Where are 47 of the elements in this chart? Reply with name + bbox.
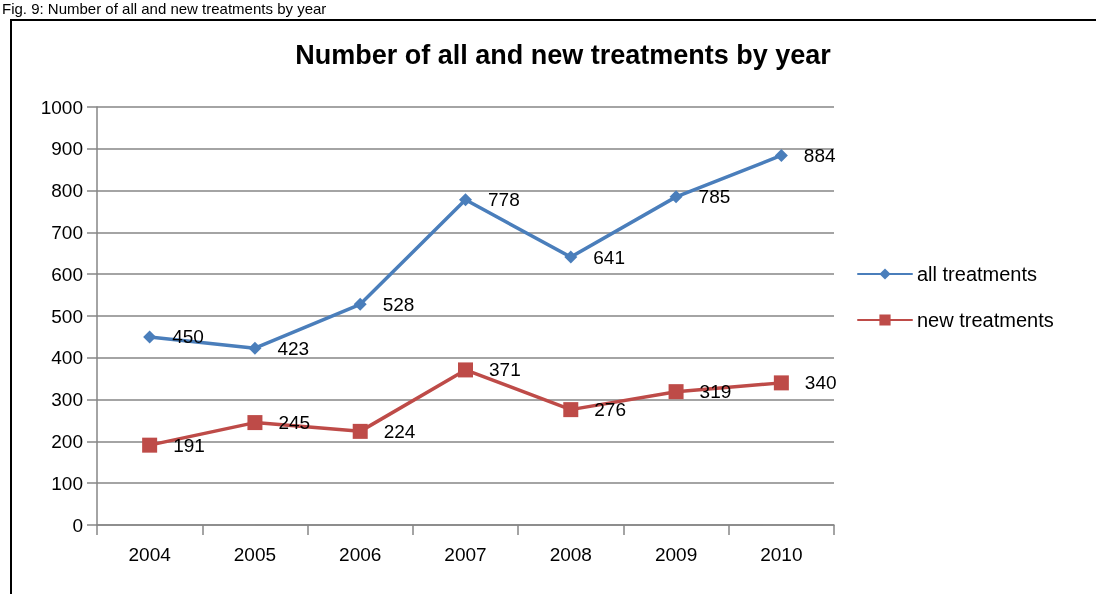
point bbox=[459, 193, 472, 207]
y-tick-label: 500 bbox=[51, 305, 83, 327]
y-tick-label: 400 bbox=[51, 347, 83, 369]
point bbox=[668, 384, 684, 400]
data-label: 276 bbox=[594, 399, 626, 421]
legend-label: all treatments bbox=[917, 263, 1038, 285]
x-tick-label: 2009 bbox=[654, 544, 698, 565]
point bbox=[458, 362, 473, 378]
point bbox=[248, 341, 262, 355]
point bbox=[352, 423, 368, 439]
y-tick-label: 100 bbox=[51, 472, 83, 494]
x-tick-label: 2008 bbox=[549, 544, 592, 565]
data-label: 224 bbox=[383, 420, 416, 442]
data-label: 423 bbox=[277, 337, 310, 359]
data-label: 785 bbox=[698, 186, 731, 208]
x-tick-label: 2004 bbox=[128, 544, 172, 565]
x-tick-label: 2006 bbox=[339, 544, 382, 565]
y-tick-label: 900 bbox=[51, 138, 83, 160]
data-label: 778 bbox=[488, 189, 520, 211]
y-tick-label: 1000 bbox=[40, 96, 83, 118]
point bbox=[669, 190, 683, 204]
y-tick-label: 300 bbox=[51, 389, 83, 411]
data-label: 191 bbox=[173, 434, 205, 456]
y-tick-label: 600 bbox=[51, 263, 83, 285]
y-tick-label: 0 bbox=[72, 514, 83, 536]
data-label: 884 bbox=[803, 144, 836, 166]
caption: Fig. 9: Number of all and new treatments by year bbox=[2, 0, 327, 17]
y-tick-label: 200 bbox=[51, 430, 83, 452]
point bbox=[564, 250, 578, 264]
chart-title: Number of all and new treatments by year bbox=[295, 39, 832, 70]
legend-label: new treatments bbox=[917, 309, 1054, 331]
y-tick-label: 800 bbox=[51, 180, 83, 202]
point bbox=[563, 402, 579, 418]
point bbox=[774, 148, 788, 162]
data-label: 528 bbox=[382, 293, 415, 315]
data-label: 641 bbox=[593, 246, 625, 268]
y-tick-label: 700 bbox=[51, 221, 83, 243]
data-label: 371 bbox=[489, 359, 521, 381]
point bbox=[353, 297, 367, 311]
point bbox=[142, 437, 158, 453]
x-tick-label: 2010 bbox=[760, 544, 803, 565]
x-tick-label: 2005 bbox=[233, 544, 277, 565]
x-tick-label: 2007 bbox=[444, 544, 487, 565]
point bbox=[773, 375, 789, 391]
point bbox=[247, 415, 263, 431]
point bbox=[143, 330, 157, 344]
data-label: 340 bbox=[804, 372, 837, 394]
